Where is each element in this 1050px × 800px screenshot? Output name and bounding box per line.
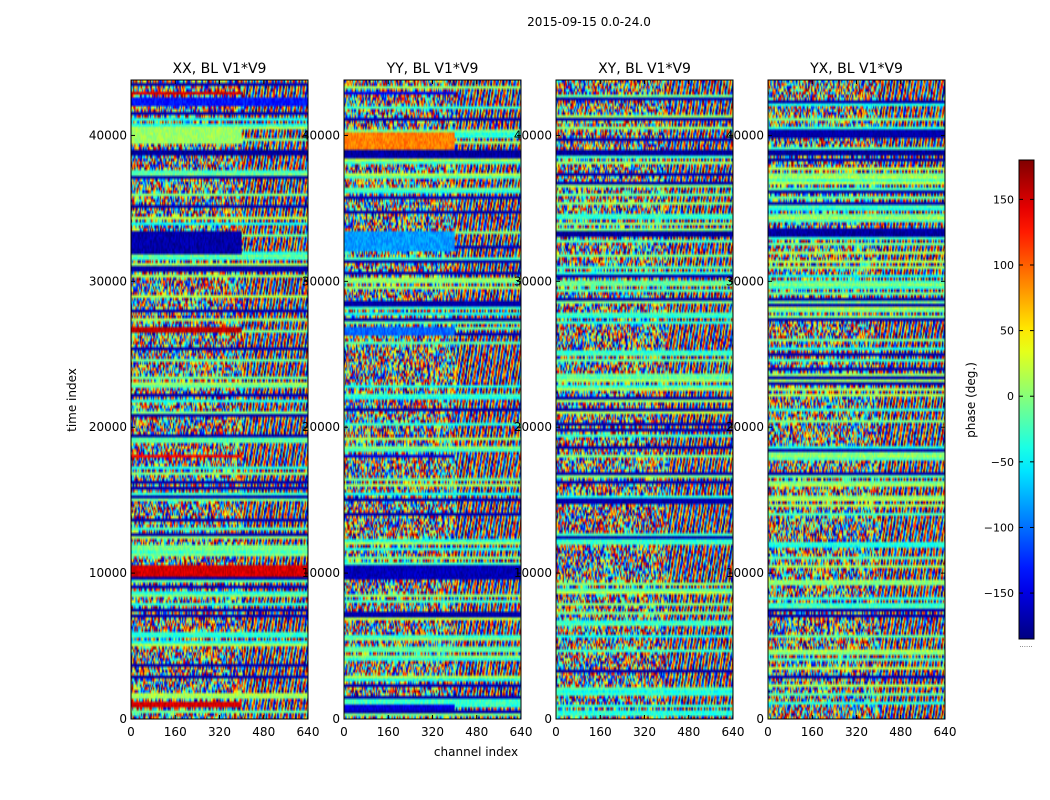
y-tick-label: 30000 [302,274,340,288]
panel-title: YY, BL V1*V9 [386,61,479,77]
y-tick-label: 20000 [89,420,127,434]
x-tick-label: 160 [164,725,187,739]
x-tick-label: 0 [764,725,772,739]
x-tick-label: 320 [633,725,656,739]
y-tick-label: 10000 [514,566,552,580]
x-tick-label: 480 [677,725,700,739]
x-tick-label: 160 [377,725,400,739]
heatmap-panel-3: XY, BL V1*V9 0 160 320 480 640 0 10000 20000 3000… [514,61,745,739]
x-tick-label: 480 [889,725,912,739]
x-tick-label: 0 [127,725,135,739]
y-axis-label: time index [65,368,79,432]
colorbar-tick-label: −150 [984,587,1014,600]
colorbar-gradient [1018,159,1035,640]
x-tick-label: 480 [465,725,488,739]
y-tick-label: 0 [756,712,764,726]
heatmap-panel-2: YY, BL V1*V9 0 160 320 480 640 0 10000 20000 3000… [302,61,533,739]
x-tick-label: 320 [845,725,868,739]
x-tick-label: 640 [297,725,320,739]
colorbar-tick-label: 150 [993,193,1014,206]
y-tick-label: 0 [119,712,127,726]
x-tick-label: 480 [252,725,275,739]
y-tick-label: 0 [332,712,340,726]
y-tick-label: 30000 [514,274,552,288]
x-tick-label: 160 [589,725,612,739]
y-tick-label: 40000 [514,128,552,142]
y-tick-label: 40000 [302,128,340,142]
y-tick-label: 20000 [726,420,764,434]
figure-title: 2015-09-15 0.0-24.0 [527,15,651,29]
heatmap-panel-1: XX, BL V1*V9 0 160 320 480 640 0 10000 20000 3000… [89,61,320,739]
x-tick-label: 640 [722,725,745,739]
x-axis-label: channel index [434,745,518,759]
x-tick-label: 0 [340,725,348,739]
colorbar-tick-label: −50 [991,456,1014,469]
heatmap-raster [344,80,521,719]
colorbar-tick-label: −100 [984,521,1014,534]
x-tick-label: 320 [421,725,444,739]
y-tick-label: 40000 [89,128,127,142]
x-tick-label: 0 [552,725,560,739]
panel-title: XY, BL V1*V9 [598,61,691,77]
panel-title: XX, BL V1*V9 [173,61,267,77]
y-tick-label: 10000 [302,566,340,580]
x-tick-label: 640 [510,725,533,739]
y-tick-label: 20000 [514,420,552,434]
panels: XX, BL V1*V9 0 160 320 480 640 0 10000 20000 3000… [89,61,957,739]
heatmap-raster [768,80,945,719]
y-tick-label: 20000 [302,420,340,434]
y-tick-label: 0 [544,712,552,726]
y-tick-label: 30000 [89,274,127,288]
colorbar-tick-label: 0 [1007,390,1014,403]
heatmap-raster [131,80,308,719]
colorbar-tick-label: 50 [1000,325,1014,338]
colorbar: −150 −100 −50 0 50 100 150 [984,159,1035,640]
heatmap-panel-4: YX, BL V1*V9 0 160 320 480 640 0 10000 20000 3000… [726,61,957,739]
x-tick-label: 160 [801,725,824,739]
y-tick-label: 10000 [89,566,127,580]
colorbar-tick-label: 100 [993,259,1014,272]
colorbar-label: phase (deg.) [964,362,978,438]
x-tick-label: 640 [934,725,957,739]
colorbar-caption: ...... [1019,641,1032,649]
y-tick-label: 40000 [726,128,764,142]
y-tick-label: 10000 [726,566,764,580]
y-tick-label: 30000 [726,274,764,288]
panel-title: YX, BL V1*V9 [809,61,903,77]
x-tick-label: 320 [208,725,231,739]
heatmap-raster [556,80,733,719]
